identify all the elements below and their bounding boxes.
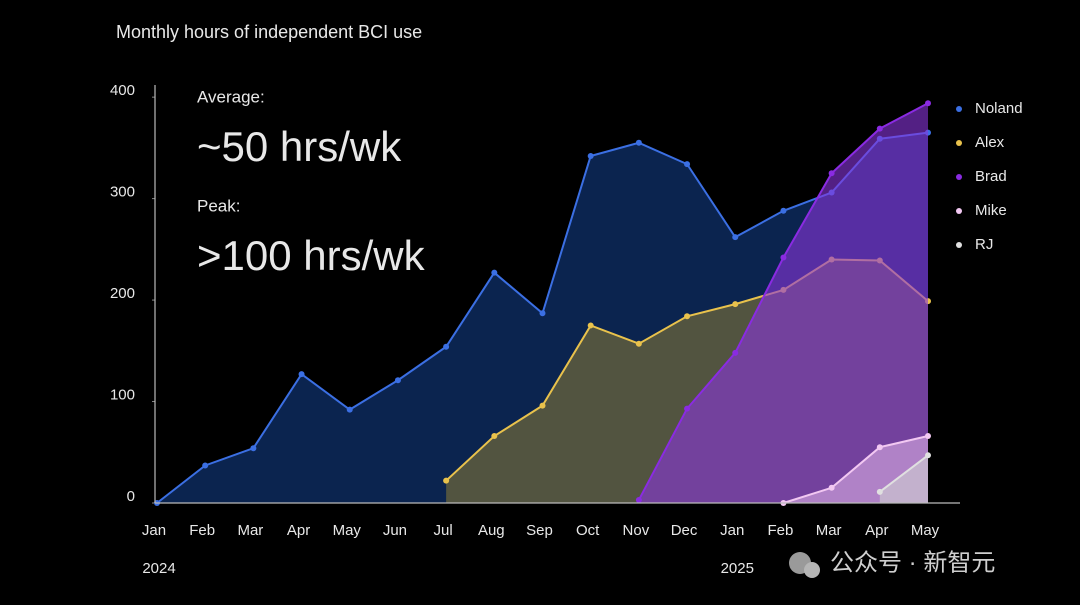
point [684,161,691,168]
legend-label: Alex [975,134,1005,151]
x-tick-label: Feb [189,522,215,539]
point [780,254,787,261]
point [732,301,739,308]
line [783,435,929,504]
point [635,340,642,347]
x-tick-label: Mar [237,522,263,539]
point [443,343,450,350]
x-tick-label: Oct [576,522,600,539]
annotation: Peak: [197,196,240,215]
legend-label: Noland [975,100,1023,117]
x-tick-label: Sep [526,522,553,539]
legend-swatch [956,208,962,214]
point [346,406,353,413]
point [394,377,401,384]
point [876,125,883,132]
point [539,402,546,409]
x-tick-label: May [911,522,940,539]
x-tick-label: Jun [383,522,407,539]
x-tick-label: Jul [434,522,453,539]
x-tick-label: Dec [671,522,698,539]
y-tick-label: 300 [110,184,135,201]
point [925,452,931,459]
point [732,234,739,241]
y-tick-label: 0 [127,488,135,505]
legend-swatch [956,140,962,146]
point [298,371,305,378]
point [250,445,257,452]
point [635,496,642,503]
x-tick-label: Aug [478,522,505,539]
year-label: 2024 [142,560,175,577]
point [925,100,931,107]
annotations: Average: ~50 hrs/wk Peak: >100 hrs/wk [197,87,426,279]
point [684,313,691,320]
area [879,455,928,503]
point [925,433,931,440]
point [587,322,594,329]
x-tick-label: Mar [816,522,842,539]
point [684,405,691,412]
plot: 0 100 200 300 400 Jan 2024 Feb Mar Apr May Jun Jul Au… [110,82,960,577]
annotation: Average: [197,87,265,106]
point [732,349,739,356]
watermark-icon [804,562,820,578]
legend-label: RJ [975,236,993,253]
chart-title: Monthly hours of independent BCI use [116,22,422,42]
point [876,488,883,495]
x-tick-label: Apr [865,522,888,539]
annotation: >100 hrs/wk [197,232,426,279]
point [491,433,498,440]
year-label: 2025 [721,560,754,577]
point [587,152,594,159]
point [828,484,835,491]
point [491,269,498,276]
x-tick-label: Jan [720,522,744,539]
point [635,139,642,146]
annotation: ~50 hrs/wk [197,123,402,170]
watermark-text: 公众号 · 新智元 [830,549,995,576]
watermark: 公众号 · 新智元 [789,549,995,578]
point [202,462,209,469]
legend-label: Brad [975,168,1007,185]
x-tick-label: Feb [768,522,794,539]
point [876,444,883,451]
y-tick-label: 400 [110,82,135,99]
point [539,310,546,317]
legend-swatch [956,174,962,180]
y-tick-label: 200 [110,285,135,302]
line [879,454,929,493]
x-tick-label: Nov [623,522,650,539]
point [443,477,450,484]
point [780,207,787,214]
y-tick-label: 100 [110,387,135,404]
area [638,103,928,504]
x-tick-label: Apr [287,522,310,539]
point [828,170,835,177]
x-tick-label: Jan [142,522,166,539]
legend: Noland Alex Brad Mike RJ [956,100,1023,253]
legend-label: Mike [975,202,1007,219]
legend-swatch [956,106,962,112]
legend-swatch [956,242,962,248]
x-tick-label: May [333,522,362,539]
